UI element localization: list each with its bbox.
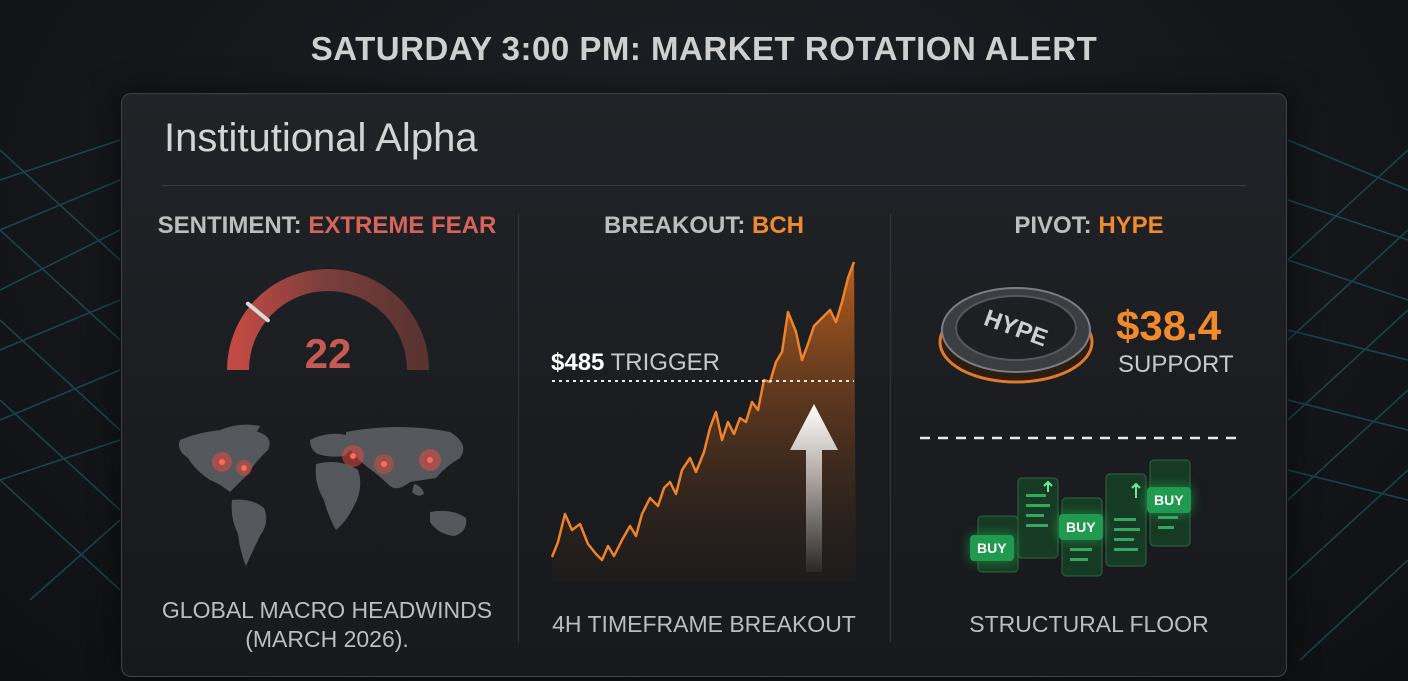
institutional-alpha-panel: Institutional Alpha SENTIMENT: EXTREME F… [121, 93, 1287, 677]
breakout-ticker: BCH [752, 212, 804, 239]
fear-gauge [227, 269, 429, 371]
breakout-heading: BREAKOUT: BCH [518, 212, 890, 240]
panel-title: Institutional Alpha [164, 116, 478, 160]
pivot-caption: STRUCTURAL FLOOR [969, 611, 1209, 637]
title-divider [162, 185, 1246, 186]
hype-price-sub: SUPPORT [1118, 351, 1234, 378]
sentiment-caption-line1: GLOBAL MACRO HEADWINDS [161, 597, 493, 623]
buy-tag: BUY [1147, 487, 1191, 513]
gauge-needle [245, 301, 270, 323]
world-map-icon [179, 424, 467, 566]
sentiment-heading: SENTIMENT: EXTREME FEAR [142, 212, 512, 240]
sentiment-caption: GLOBAL MACRO HEADWINDS (MARCH 2026). [142, 596, 512, 654]
hype-price: $38.4 [1116, 302, 1222, 349]
up-arrow-icon [790, 404, 838, 572]
trigger-text: TRIGGER [604, 349, 720, 376]
alert-title: SATURDAY 3:00 PM: MARKET ROTATION ALERT [310, 30, 1098, 67]
hype-coin-icon: HYPE [938, 287, 1094, 384]
column-divider [518, 214, 519, 642]
breakout-label: BREAKOUT: [604, 212, 752, 239]
breakout-caption: 4H TIMEFRAME BREAKOUT [552, 611, 856, 637]
buy-tag: BUY [1059, 514, 1103, 540]
gauge-value: 22 [304, 330, 352, 377]
pivot-heading: PIVOT: HYPE [890, 212, 1288, 240]
sentiment-label: SENTIMENT: [157, 212, 309, 239]
trigger-price: $485 [551, 349, 605, 376]
breakout-chart [550, 261, 856, 582]
pivot-ticker: HYPE [1098, 212, 1164, 239]
sentiment-caption-line2: (MARCH 2026). [245, 626, 409, 652]
sentiment-value: EXTREME FEAR [308, 212, 497, 239]
pivot-label: PIVOT: [1014, 212, 1099, 239]
column-divider [890, 214, 891, 642]
trigger-label: $485 TRIGGER [551, 349, 720, 377]
buy-tag: BUY [970, 535, 1014, 561]
support-line [920, 436, 1244, 440]
